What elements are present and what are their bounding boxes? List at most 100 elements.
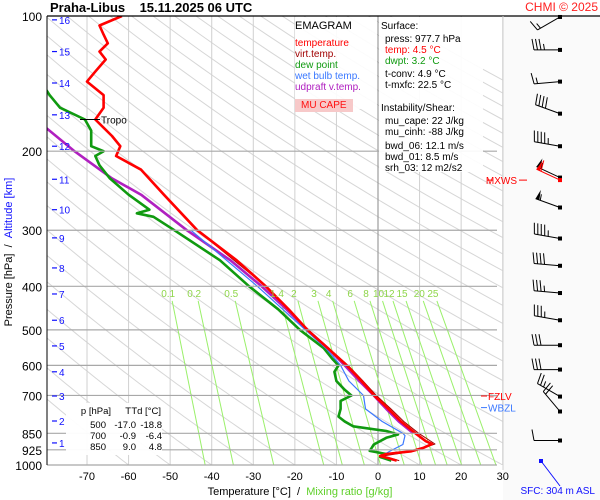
altitude-tick-label: 11: [59, 175, 70, 186]
mixing-ratio-label: 0.2: [187, 289, 201, 300]
barb-station-dot: [558, 318, 562, 323]
wind-barb: [531, 358, 562, 372]
mixing-ratio-line: [353, 300, 405, 465]
dry-adiabat: [152, 16, 503, 239]
temperature-tick-label: -20: [287, 471, 303, 483]
barb-station-dot: [558, 438, 562, 443]
mixing-ratio-label: 8: [363, 289, 369, 300]
temperature-tick-label: -10: [328, 471, 344, 483]
barb-staff: [534, 290, 561, 294]
barb-pennant: [536, 160, 543, 171]
wind-barb: [533, 130, 562, 149]
temperature-tick-label: 10: [413, 471, 425, 483]
legend-wet-bulb: wet bulb temp.: [295, 71, 361, 82]
level-label-fzlv: FZLV: [488, 392, 512, 403]
barb-station-dot: [558, 236, 562, 241]
table-row: 500 -17.0 -18.8: [66, 420, 162, 431]
barb-feather: [532, 252, 535, 264]
barb-feather: [531, 429, 535, 441]
temperature-tick-label: -30: [245, 471, 261, 483]
chart-title: Praha-Libus 15.11.2025 06 UTC: [50, 0, 252, 15]
altitude-tick-label: 9: [59, 234, 65, 245]
surface-tmxfc: t-mxfc: 22.5 °C: [385, 80, 452, 91]
header-t: T: [125, 406, 131, 417]
barb-station-dot: [558, 47, 562, 52]
dry-adiabat: [47, 254, 337, 465]
cell: 700: [90, 431, 106, 442]
barb-feather: [545, 385, 554, 395]
mixing-ratio-label: 4: [326, 289, 332, 300]
instability-heading: Instability/Shear:: [381, 103, 455, 114]
barb-station-dot: [558, 291, 562, 296]
mixing-ratio-line: [422, 300, 482, 465]
barb-station-dot: [558, 111, 562, 116]
tropopause-label: Tropo: [101, 115, 127, 126]
separator: /: [297, 486, 301, 498]
mixing-ratio-label: 2: [291, 289, 297, 300]
header-td: Td [°C]: [131, 406, 161, 417]
barb-feather: [538, 358, 542, 370]
series-temperature: [85, 16, 434, 462]
y-axis-label: Pressure [hPa] / Altitude [km]: [3, 167, 15, 337]
wind-panel: [503, 16, 600, 500]
surface-height-label: SFC: 304 m ASL: [520, 486, 595, 497]
station-name: Praha-Libus: [50, 0, 126, 15]
barb-feather: [531, 358, 535, 370]
dry-adiabat: [195, 16, 503, 207]
mixing-ratio-label: Mixing ratio [g/kg]: [306, 486, 393, 498]
barb-station-dot: [558, 144, 562, 149]
barb-staff: [534, 141, 561, 147]
barb-feather: [538, 334, 542, 346]
barb-feather: [538, 38, 542, 51]
barb-feather: [540, 374, 545, 386]
altitude-tick-label: 14: [59, 79, 71, 90]
barb-half-feather: [536, 23, 541, 29]
wind-barb: [535, 189, 562, 210]
pressure-tick-label: 300: [22, 224, 42, 238]
altitude-tick-label: 6: [59, 316, 65, 327]
surface-tconv: t-conv: 4.9 °C: [385, 69, 446, 80]
wind-barb: [533, 304, 562, 323]
level-table: p [hPa] T Td [°C] 500 -17.0 -18.8 700 -0.9-…: [66, 403, 162, 455]
wind-barb: [542, 382, 562, 414]
mixing-ratio-label: 10: [373, 289, 385, 300]
mixing-ratio-line: [382, 300, 437, 465]
barb-feather: [539, 252, 542, 265]
pressure-tick-label: 500: [22, 324, 42, 338]
surface-press: press: 977.7 hPa: [385, 34, 461, 45]
mixing-ratio-label: 25: [427, 289, 439, 300]
dry-adiabat: [131, 16, 503, 255]
level-label-mxws: MXWS: [486, 176, 517, 187]
legend-temperature: temperature: [295, 38, 349, 49]
barb-feather: [542, 382, 551, 392]
dry-adiabat: [47, 73, 503, 382]
dry-adiabat: [47, 114, 503, 423]
barb-staff: [535, 198, 561, 208]
dry-adiabat: [47, 16, 503, 325]
barb-station-dot: [558, 178, 562, 183]
legend-virt-temp: virt.temp.: [295, 49, 337, 60]
dry-adiabat: [47, 35, 503, 343]
mixing-ratio-label: 3: [311, 289, 317, 300]
barb-feather: [541, 96, 545, 108]
mixing-ratio-label: 6: [347, 289, 353, 300]
barb-half-feather: [539, 194, 542, 201]
barb-pennant: [535, 189, 541, 200]
dry-adiabat: [174, 16, 503, 223]
cell: -18.8: [140, 420, 162, 431]
barb-half-feather: [540, 162, 544, 169]
barb-staff: [535, 104, 561, 115]
barb-feather: [539, 280, 542, 292]
legend-dew-point: dew point: [295, 60, 338, 71]
barb-feather: [544, 97, 548, 109]
altitude-tick-label: 13: [59, 111, 71, 122]
barb-feather: [531, 38, 535, 51]
barb-staff: [534, 233, 561, 239]
pressure-tick-label: 1000: [15, 459, 42, 473]
pressure-tick-label: 400: [22, 280, 42, 294]
surface-heading: Surface:: [381, 21, 419, 32]
pressure-tick-label: 200: [22, 145, 42, 159]
surface-marker: [539, 459, 543, 463]
barb-feather: [537, 372, 542, 384]
mixing-ratio-label: 15: [396, 289, 408, 300]
